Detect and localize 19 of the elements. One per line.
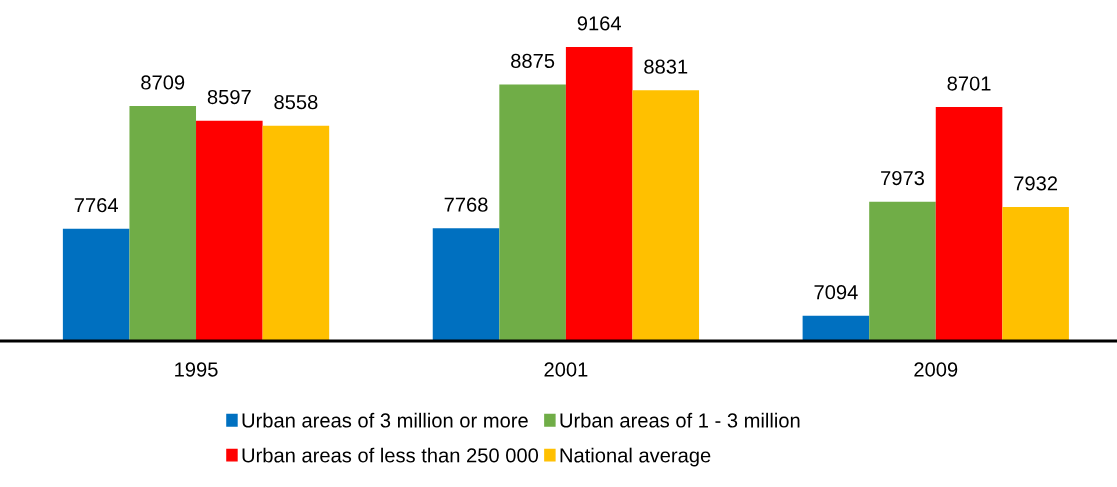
data-label: 7768 (444, 197, 488, 212)
legend-label: Urban areas of less than 250 000 (242, 447, 539, 463)
data-label: 9164 (577, 16, 621, 31)
data-label: 7094 (814, 285, 858, 300)
data-label: 7973 (881, 170, 924, 186)
data-label: 8701 (947, 76, 991, 91)
data-label: 7764 (74, 198, 118, 213)
x-tick-label: 2009 (914, 362, 958, 377)
data-label: 8831 (644, 59, 688, 74)
legend-label: Urban areas of 3 million or more (242, 412, 528, 428)
legend-label: National average (560, 447, 711, 467)
data-label: 8875 (511, 53, 555, 69)
legend-label: Urban areas of 1 - 3 million (560, 412, 800, 428)
x-tick-label: 1995 (175, 362, 218, 377)
data-label: 8558 (274, 94, 318, 110)
data-label: 7932 (1014, 176, 1058, 191)
data-label: 8709 (141, 75, 185, 90)
data-label: 8597 (207, 89, 251, 105)
x-tick-label: 2001 (544, 362, 588, 377)
